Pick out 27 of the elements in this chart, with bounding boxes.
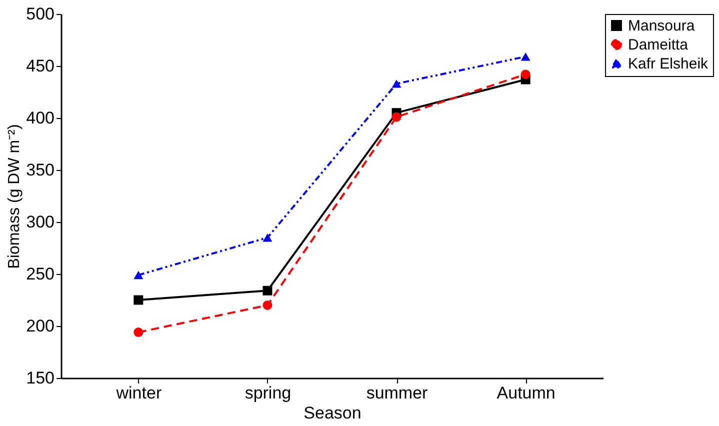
y-tick-label: 300	[26, 212, 54, 232]
legend-label: Dameitta	[628, 36, 689, 54]
point	[392, 80, 402, 88]
x-tick-label: summer	[366, 384, 428, 402]
x-tick-label: winter	[115, 384, 162, 402]
y-tick-label: 450	[26, 56, 54, 76]
point	[134, 328, 144, 337]
point	[392, 112, 402, 122]
legend-label: Kafr Elsheik	[628, 56, 709, 72]
y-tick-label: 250	[26, 264, 54, 284]
point	[520, 52, 530, 61]
point	[520, 70, 530, 80]
point	[262, 233, 272, 242]
legend-label: Mansoura	[628, 18, 696, 34]
point	[134, 270, 144, 280]
y-tick-label: 400	[26, 108, 54, 128]
point	[262, 286, 272, 296]
point	[262, 300, 272, 310]
y-tick-label: 350	[26, 160, 54, 180]
y-tick-label: 200	[26, 316, 54, 336]
x-tick-label: spring	[244, 384, 292, 402]
x-axis-title: Season	[304, 404, 362, 422]
y-tick-label: 500	[26, 4, 54, 24]
y-tick-label: 150	[26, 368, 54, 388]
y-axis-title: Biomass (g DW m⁻²)	[6, 124, 24, 269]
point	[134, 295, 144, 305]
x-tick-label: Autumn	[496, 384, 556, 402]
